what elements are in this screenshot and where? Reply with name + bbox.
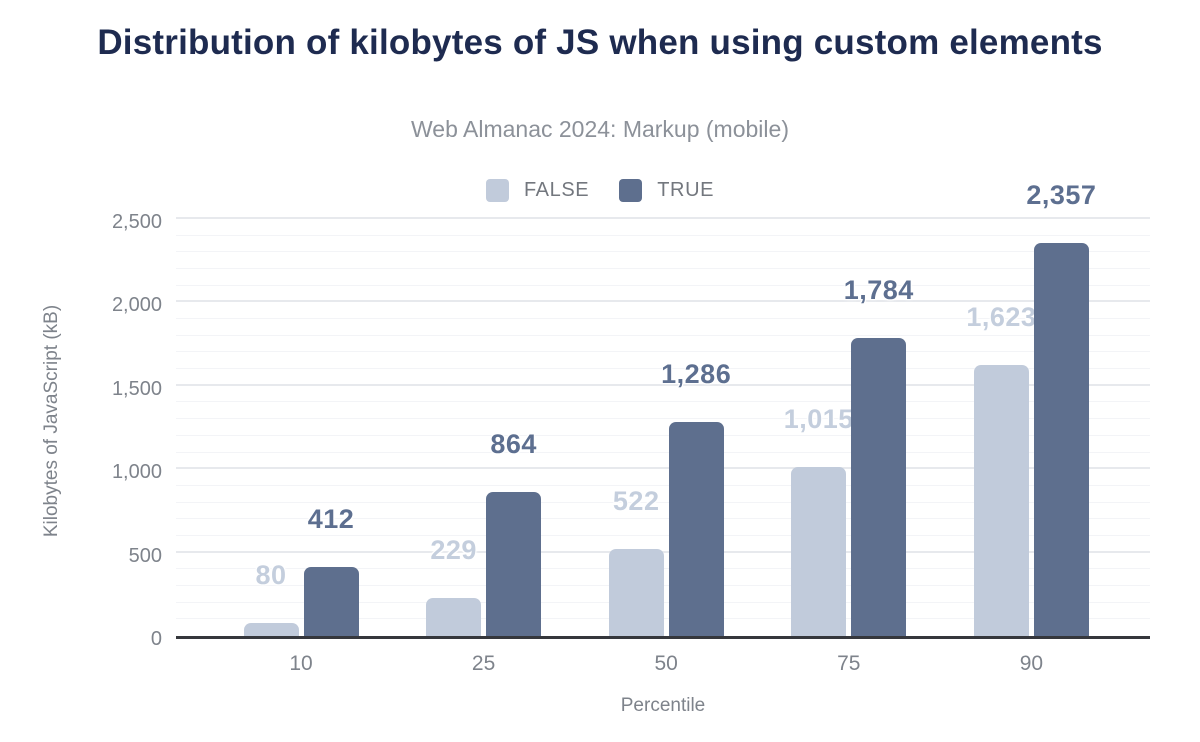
gridline-major (176, 217, 1150, 219)
gridline-minor (176, 434, 1150, 436)
gridline-minor (176, 234, 1150, 236)
value-label-true-p50: 1,286 (661, 358, 732, 389)
value-label-true-p10: 412 (307, 504, 355, 535)
value-label-true-p25: 864 (490, 428, 537, 459)
gridline-major (176, 300, 1150, 303)
legend-swatch-true (619, 179, 643, 202)
gridline-minor (176, 418, 1150, 420)
gridline-minor (176, 251, 1150, 253)
value-label-false-p50: 522 (612, 485, 660, 516)
x-tick-label-50: 50 (654, 652, 678, 675)
gridline-major (176, 383, 1150, 386)
value-label-false-p10: 80 (255, 559, 287, 590)
x-tick-label-10: 10 (289, 652, 313, 675)
bar-false-p50 (608, 548, 664, 636)
value-label-true-p90: 2,357 (1026, 179, 1097, 210)
y-tick-label-1000: 1,000 (111, 461, 162, 484)
gridline-minor (176, 484, 1150, 486)
chart-subtitle: Web Almanac 2024: Markup (mobile) (411, 116, 789, 142)
y-tick-label-1500: 1,500 (111, 377, 162, 400)
bar-false-p75 (791, 466, 847, 636)
y-tick-label-500: 500 (128, 544, 162, 567)
bar-true-p90 (1033, 242, 1089, 636)
legend-label-true: TRUE (657, 179, 715, 201)
legend-label-false: FALSE (523, 179, 590, 201)
gridline-minor (176, 318, 1150, 320)
bar-true-p50 (668, 421, 724, 636)
gridline-minor (176, 518, 1150, 520)
gridline-minor (176, 368, 1150, 370)
legend-swatch-false (485, 179, 509, 202)
gridline-minor (176, 351, 1150, 353)
y-tick-label-2000: 2,000 (111, 294, 162, 317)
value-label-false-p25: 229 (430, 534, 477, 565)
plot-area: 80 412 10 229 864 25 522 1,286 50 1,015 1,784 75 1,6… (176, 180, 1150, 675)
legend-item-false: FALSE (485, 179, 590, 202)
value-label-false-p90: 1,623 (966, 302, 1037, 333)
bar-false-p25 (426, 597, 482, 636)
bar-true-p25 (486, 491, 542, 636)
legend: FALSE TRUE (0, 179, 1200, 202)
x-tick-label-75: 75 (837, 652, 861, 675)
y-tick-label-2500: 2,500 (111, 211, 162, 233)
bar-true-p75 (851, 338, 907, 636)
gridline-minor (176, 284, 1150, 286)
x-tick-label-25: 25 (471, 652, 496, 675)
bar-true-p10 (303, 567, 359, 636)
x-axis-title: Percentile (620, 695, 706, 716)
gridline-minor (176, 268, 1150, 270)
x-tick-label-90: 90 (1019, 652, 1044, 675)
value-label-true-p75: 1,784 (843, 275, 914, 306)
gridline-minor (176, 401, 1150, 403)
gridline-minor (176, 501, 1150, 503)
gridline-major (176, 467, 1150, 470)
chart-title: Distribution of kilobytes of JS when usi… (97, 23, 1103, 62)
bar-false-p90 (973, 365, 1029, 636)
value-label-false-p75: 1,015 (783, 403, 854, 434)
gridline-minor (176, 534, 1150, 536)
gridline-minor (176, 334, 1150, 336)
y-tick-label-0: 0 (150, 628, 162, 650)
gridline-minor (176, 451, 1150, 453)
y-axis-title: Kilobytes of JavaScript (kB) (41, 304, 62, 538)
bar-false-p10 (243, 622, 299, 636)
legend-item-true: TRUE (619, 179, 714, 202)
